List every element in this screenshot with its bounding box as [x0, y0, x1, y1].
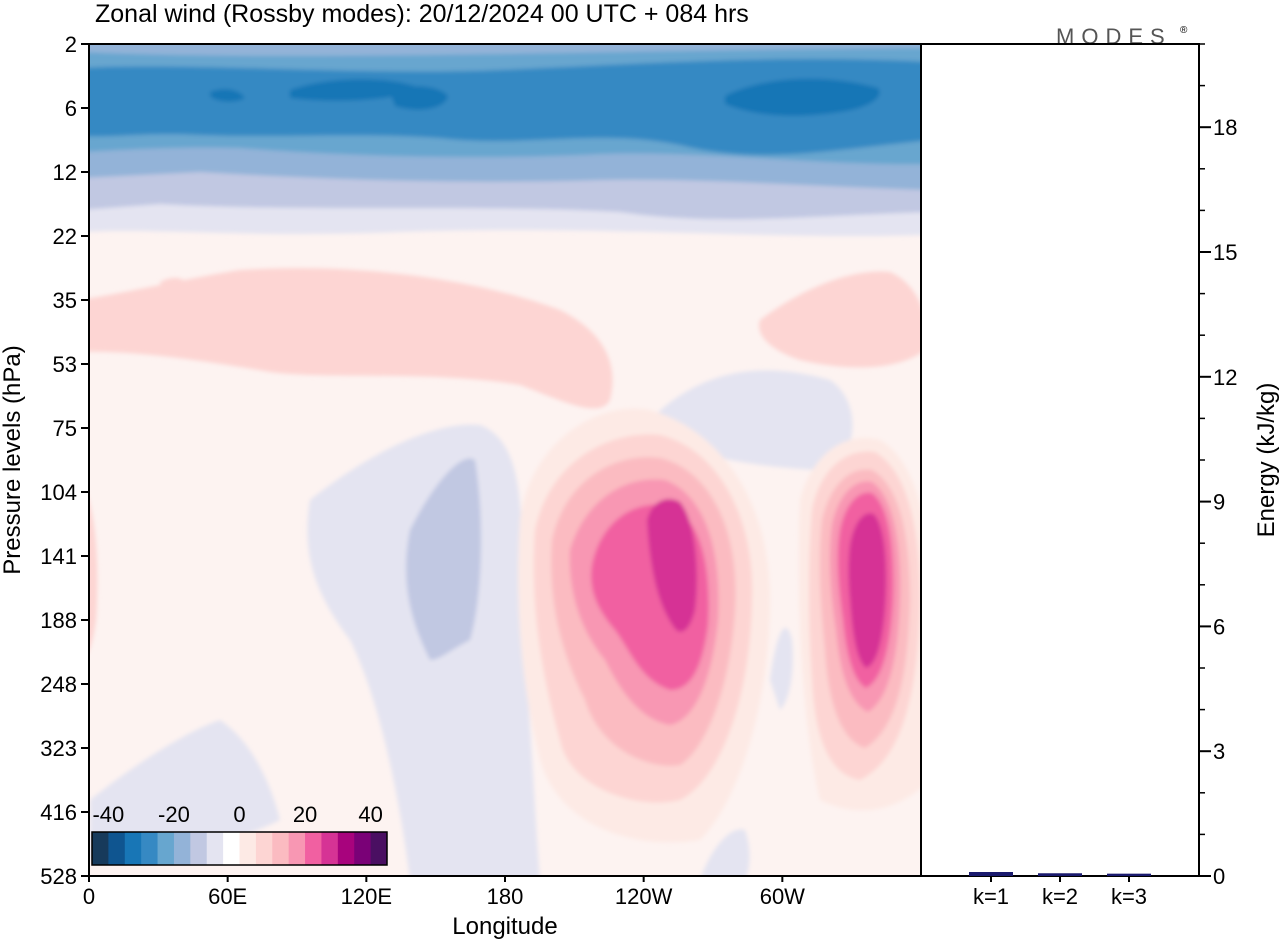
- max1-contour-6: [647, 499, 697, 632]
- region-easterly-core-3: [210, 89, 245, 102]
- energy-axis-label: Energy (kJ/kg): [1253, 383, 1280, 538]
- colorbar-swatch: [157, 832, 175, 865]
- colorbar-frame: [91, 831, 388, 866]
- colorbar-label: 40: [358, 802, 382, 827]
- colorbar-swatch: [223, 832, 240, 865]
- y-tick-label: 6: [65, 96, 77, 121]
- colorbar-swatch: [305, 832, 322, 865]
- region-mid-westerlies-blob: [160, 277, 186, 291]
- region-trop-easterlies: [307, 424, 540, 876]
- x-tick-label: 120W: [615, 884, 673, 909]
- colorbar-swatch: [354, 832, 372, 865]
- y-tick-label: 75: [53, 416, 77, 441]
- energy-category-label: k=3: [1111, 884, 1147, 909]
- region-trop-easterlies-c1: [406, 458, 482, 660]
- energy-category-label: k=1: [973, 884, 1009, 909]
- energy-y-ticks: 0 3 6 9 12 15 18: [1199, 43, 1237, 889]
- region-easterly-core-4: [290, 79, 420, 101]
- y-tick-label: 528: [40, 864, 77, 889]
- energy-tick-label: 9: [1213, 490, 1225, 515]
- colorbar-swatch: [255, 832, 273, 865]
- y-axis-label: Pressure levels (hPa): [0, 345, 26, 574]
- energy-bar: [1038, 873, 1082, 876]
- energy-tick-label: 15: [1213, 240, 1237, 265]
- region-lower-easterlies-east: [701, 829, 750, 876]
- colorbar-swatch: [288, 832, 306, 865]
- colorbar-swatch: [337, 832, 355, 865]
- region-lower-easterlies-west: [90, 720, 280, 860]
- energy-tick-label: 18: [1213, 115, 1237, 140]
- energy-tick-label: 3: [1213, 739, 1225, 764]
- chart-title: Zonal wind (Rossby modes): 20/12/2024 00…: [95, 0, 749, 28]
- x-tick-label: 120E: [341, 884, 392, 909]
- y-tick-label: 53: [53, 352, 77, 377]
- energy-bar: [1107, 873, 1151, 876]
- region-lower-easterlies-far-east: [770, 627, 793, 710]
- energy-tick-label: 0: [1213, 864, 1225, 889]
- heatmap-field: [89, 44, 921, 876]
- colorbar-label: 20: [293, 802, 317, 827]
- colorbar-swatch: [108, 832, 126, 865]
- colorbar-swatch: [321, 832, 339, 865]
- y-axis-pressure-ticks: 2 6 12 22 35 53 75 104 141 188 248 323 416 528: [40, 32, 89, 889]
- region-mid-westerlies: [89, 268, 613, 409]
- x-axis-ticks: 0 60E 120E 180 120W 60W: [83, 876, 805, 909]
- energy-tick-label: 6: [1213, 614, 1225, 639]
- energy-tick-label: 12: [1213, 365, 1237, 390]
- energy-x-categories: k=1 k=2 k=3: [973, 876, 1147, 909]
- max2-contour-6: [848, 513, 887, 668]
- colorbar-swatch: [173, 832, 191, 865]
- energy-panel-frame: [920, 43, 1200, 877]
- energy-bar: [969, 872, 1013, 876]
- energy-category-label: k=2: [1042, 884, 1078, 909]
- region-west-edge-westerlies: [89, 500, 98, 651]
- colorbar: -40 -20 0 20 40: [91, 802, 388, 866]
- region-mid-westerlies-east: [759, 271, 921, 368]
- colorbar-label: -20: [158, 802, 190, 827]
- x-axis-label: Longitude: [452, 913, 557, 940]
- y-tick-label: 12: [53, 160, 77, 185]
- y-tick-label: 188: [40, 608, 77, 633]
- colorbar-swatch: [370, 832, 388, 865]
- logo-registered-mark: ®: [1180, 25, 1188, 36]
- y-tick-label: 2: [65, 32, 77, 57]
- y-tick-label: 22: [53, 224, 77, 249]
- colorbar-label: 0: [233, 802, 245, 827]
- colorbar-swatch: [190, 832, 208, 865]
- y-tick-label: 323: [40, 736, 77, 761]
- y-tick-label: 416: [40, 800, 77, 825]
- colorbar-swatch: [92, 832, 109, 865]
- x-tick-label: 0: [83, 884, 95, 909]
- x-tick-label: 180: [487, 884, 524, 909]
- colorbar-swatch: [272, 832, 290, 865]
- region-easterly-core-1: [725, 78, 880, 116]
- x-tick-label: 60W: [760, 884, 805, 909]
- colorbar-label: -40: [92, 802, 124, 827]
- y-tick-label: 141: [40, 544, 77, 569]
- y-tick-label: 248: [40, 672, 77, 697]
- colorbar-swatch: [141, 832, 159, 865]
- colorbar-swatch: [206, 832, 224, 865]
- region-upper-easterlies-c4: [89, 59, 921, 155]
- x-tick-label: 60E: [208, 884, 247, 909]
- colorbar-swatch: [239, 832, 257, 865]
- colorbar-swatch: [124, 832, 142, 865]
- energy-bars: [969, 872, 1151, 876]
- y-tick-label: 104: [40, 480, 77, 505]
- y-tick-label: 35: [53, 288, 77, 313]
